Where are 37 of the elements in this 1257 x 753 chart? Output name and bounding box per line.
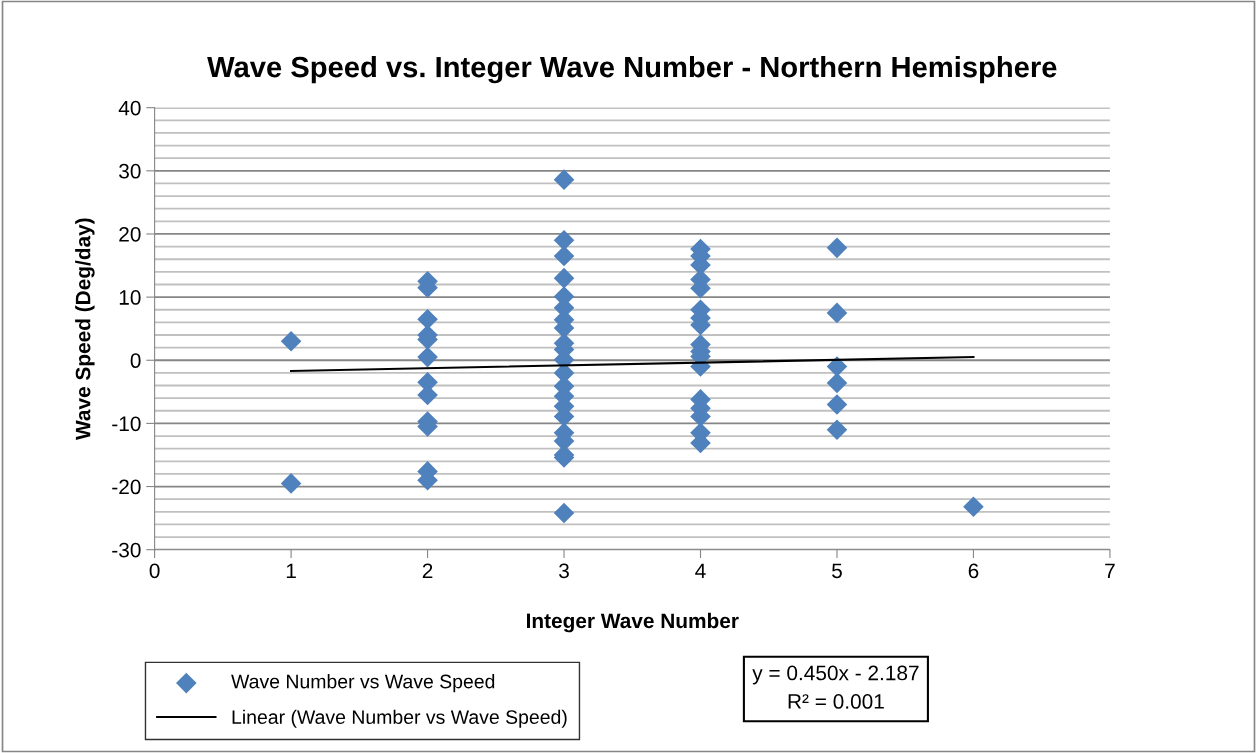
y-tick-label: 0 xyxy=(130,353,141,369)
point xyxy=(826,419,848,441)
x-tick-label: 6 xyxy=(968,563,979,579)
y-tick-label: -10 xyxy=(112,416,141,432)
point xyxy=(553,169,575,190)
point xyxy=(826,237,848,259)
x-tick-label: 0 xyxy=(149,563,160,579)
point xyxy=(826,394,848,415)
chart-title: Wave Speed vs. Integer Wave Number - Northern Hemisphere xyxy=(207,55,1057,84)
text: y = 0.450x - 2.187 R² = 0.001 xyxy=(752,665,919,709)
x-tick-label: 1 xyxy=(286,563,296,578)
point xyxy=(553,267,575,289)
point xyxy=(417,346,438,368)
point xyxy=(280,473,302,494)
x-tick-label: 3 xyxy=(559,563,569,579)
y-axis-title: Wave Speed (Deg/day) xyxy=(75,218,95,440)
point xyxy=(280,331,302,352)
y-tick-label: 40 xyxy=(118,100,141,116)
point xyxy=(826,372,848,394)
y-tick-label: 30 xyxy=(119,163,141,179)
x-tick-label: 7 xyxy=(1105,563,1115,578)
point xyxy=(553,229,575,251)
point xyxy=(826,302,848,324)
x-tick-label: 2 xyxy=(422,563,433,578)
y-tick-label: -20 xyxy=(112,479,141,495)
point xyxy=(553,245,575,267)
legend-label: Wave Number vs Wave Speed xyxy=(231,674,495,693)
y-tick-label: 10 xyxy=(119,290,141,305)
x-tick-label: 4 xyxy=(695,563,706,578)
point xyxy=(553,502,575,524)
x-tick-label: 5 xyxy=(832,563,842,579)
point xyxy=(963,496,984,518)
y-tick-label: 20 xyxy=(119,226,141,242)
legend-label: Linear (Wave Number vs Wave Speed) xyxy=(232,709,567,728)
point xyxy=(417,308,438,330)
x-axis-title: Integer Wave Number xyxy=(526,612,739,633)
y-tick-label: -30 xyxy=(112,542,141,558)
